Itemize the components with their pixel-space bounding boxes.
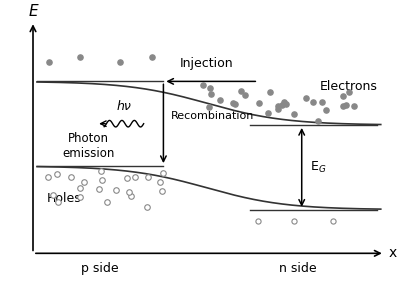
Point bbox=[230, 101, 236, 105]
Text: x: x bbox=[389, 246, 397, 260]
Point bbox=[148, 55, 155, 59]
Point bbox=[96, 187, 103, 192]
Point bbox=[278, 102, 285, 107]
Point bbox=[207, 85, 214, 90]
Point bbox=[113, 188, 119, 192]
Point bbox=[291, 218, 297, 223]
Text: Electrons: Electrons bbox=[320, 80, 378, 93]
Point bbox=[200, 83, 206, 87]
Point bbox=[238, 88, 245, 93]
Point bbox=[144, 204, 150, 209]
Point bbox=[157, 179, 164, 184]
Text: E: E bbox=[28, 4, 38, 19]
Point bbox=[49, 193, 56, 198]
Point bbox=[267, 90, 274, 95]
Text: Photon
emission: Photon emission bbox=[62, 132, 114, 160]
Text: hν: hν bbox=[116, 100, 131, 113]
Point bbox=[104, 199, 110, 204]
Point bbox=[275, 106, 281, 111]
Point bbox=[310, 99, 316, 104]
Point bbox=[117, 60, 123, 65]
Text: Recombination: Recombination bbox=[171, 111, 255, 120]
Point bbox=[217, 98, 223, 103]
Point bbox=[208, 92, 214, 97]
Point bbox=[303, 96, 310, 101]
Point bbox=[346, 89, 352, 94]
Point bbox=[81, 180, 88, 184]
Point bbox=[314, 119, 321, 123]
Point bbox=[54, 171, 61, 176]
Point bbox=[282, 102, 289, 106]
Point bbox=[319, 100, 326, 105]
Point bbox=[98, 169, 104, 173]
Point bbox=[124, 175, 130, 180]
Text: Injection: Injection bbox=[180, 58, 234, 70]
Text: n side: n side bbox=[279, 262, 316, 275]
Point bbox=[77, 195, 83, 200]
Point bbox=[206, 105, 212, 109]
Point bbox=[255, 218, 262, 223]
Point bbox=[132, 175, 138, 179]
Point bbox=[256, 101, 262, 105]
Point bbox=[323, 108, 329, 112]
Point bbox=[340, 94, 346, 98]
Point bbox=[350, 104, 357, 109]
Point bbox=[99, 178, 106, 182]
Point bbox=[77, 55, 84, 59]
Point bbox=[232, 102, 238, 107]
Point bbox=[330, 218, 336, 223]
Point bbox=[291, 112, 297, 116]
Point bbox=[265, 111, 272, 115]
Point bbox=[158, 188, 165, 193]
Text: p side: p side bbox=[81, 262, 119, 275]
Point bbox=[128, 194, 134, 199]
Point bbox=[44, 175, 51, 179]
Point bbox=[55, 200, 62, 205]
Point bbox=[145, 174, 151, 179]
Point bbox=[68, 175, 74, 180]
Point bbox=[343, 102, 349, 107]
Point bbox=[281, 100, 287, 104]
Point bbox=[241, 93, 248, 97]
Point bbox=[46, 60, 52, 65]
Text: Holes: Holes bbox=[47, 192, 82, 205]
Point bbox=[160, 171, 166, 175]
Point bbox=[126, 190, 132, 194]
Point bbox=[275, 104, 281, 109]
Point bbox=[340, 104, 346, 109]
Point bbox=[77, 185, 83, 190]
Text: E$_G$: E$_G$ bbox=[310, 160, 326, 175]
